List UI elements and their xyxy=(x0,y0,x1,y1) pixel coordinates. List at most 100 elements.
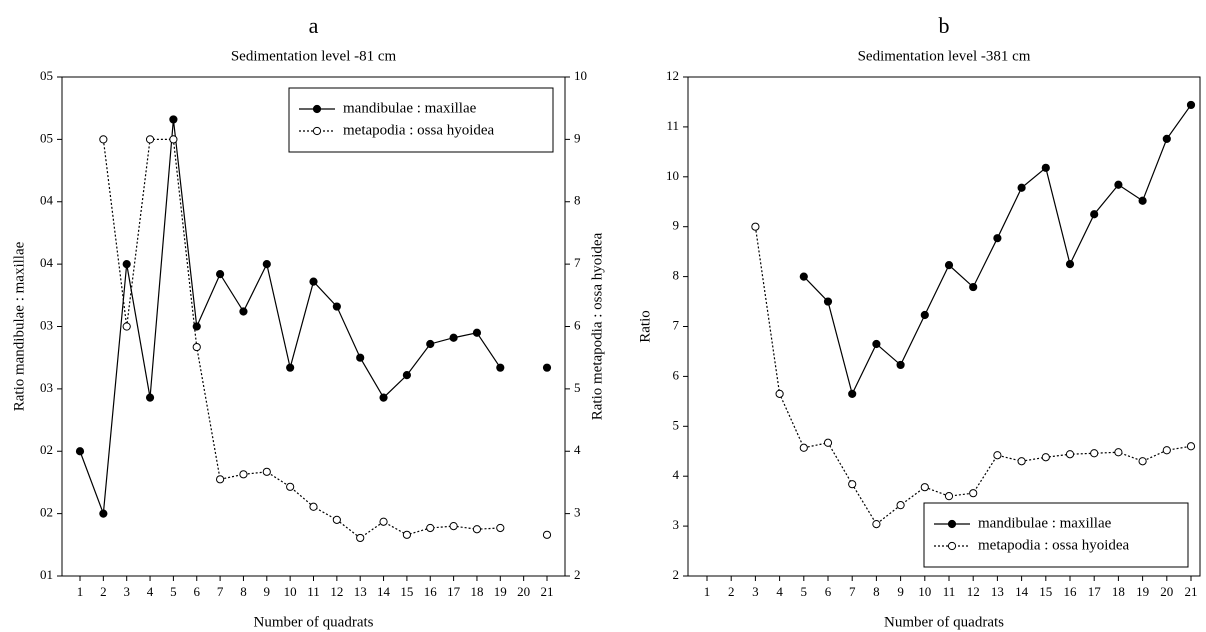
data-point xyxy=(1114,448,1123,457)
y-tick-label: 4 xyxy=(673,467,680,482)
data-point xyxy=(216,475,225,484)
chart-subtitle: Sedimentation level -81 cm xyxy=(231,48,397,64)
x-tick-label: 15 xyxy=(400,584,413,599)
x-tick-label: 9 xyxy=(264,584,271,599)
data-point xyxy=(1138,457,1147,466)
y2-tick-label: 6 xyxy=(574,317,581,332)
x-tick-label: 8 xyxy=(240,584,247,599)
y-axis-label: Ratio mandibulae : maxillae xyxy=(11,241,27,411)
data-point xyxy=(944,261,954,270)
data-point xyxy=(848,389,857,398)
data-point xyxy=(472,328,482,337)
x-tick-label: 3 xyxy=(123,584,130,599)
data-point xyxy=(239,470,248,479)
legend-marker xyxy=(947,519,957,529)
x-tick-label: 6 xyxy=(194,584,201,599)
y2-tick-label: 10 xyxy=(574,68,587,83)
y-axis-label: Ratio xyxy=(637,310,653,343)
chart-title: a xyxy=(309,13,319,38)
data-point xyxy=(799,443,808,452)
y-tick-label: 05 xyxy=(40,68,53,83)
data-point xyxy=(99,509,108,518)
x-tick-label: 21 xyxy=(1185,584,1198,599)
x-tick-label: 8 xyxy=(873,584,880,599)
data-point xyxy=(542,363,552,372)
legend-box xyxy=(923,502,1189,568)
x-tick-label: 18 xyxy=(1112,584,1125,599)
data-point xyxy=(1017,457,1026,466)
data-point xyxy=(496,363,505,372)
data-point xyxy=(920,483,929,492)
chart-subtitle: Sedimentation level -381 cm xyxy=(858,48,1031,64)
y-tick-label: 03 xyxy=(40,317,53,332)
y-tick-label: 02 xyxy=(40,505,53,520)
data-point xyxy=(896,501,905,510)
x-tick-label: 18 xyxy=(470,584,483,599)
y-tick-label: 05 xyxy=(40,130,53,145)
data-point xyxy=(309,502,318,511)
x-tick-label: 3 xyxy=(752,584,759,599)
x-tick-label: 17 xyxy=(1088,584,1102,599)
legend-box xyxy=(288,87,554,153)
x-tick-label: 17 xyxy=(447,584,461,599)
data-point xyxy=(122,260,131,269)
data-point xyxy=(1090,449,1099,458)
x-tick-label: 14 xyxy=(1015,584,1029,599)
y-tick-label: 7 xyxy=(673,317,680,332)
y2-tick-label: 2 xyxy=(574,567,581,582)
legend-label: mandibulae : maxillae xyxy=(343,100,477,116)
x-tick-label: 13 xyxy=(991,584,1004,599)
data-point xyxy=(1065,450,1075,459)
data-point xyxy=(332,302,341,311)
x-tick-label: 1 xyxy=(77,584,84,599)
y-tick-label: 9 xyxy=(673,218,680,233)
plot-frame xyxy=(687,76,1201,577)
data-point xyxy=(944,492,954,501)
data-point xyxy=(1114,180,1123,189)
y2-tick-label: 8 xyxy=(574,193,581,208)
y2-tick-label: 7 xyxy=(574,255,581,270)
data-point xyxy=(1162,134,1171,143)
data-point xyxy=(145,135,155,144)
x-axis-label: Number of quadrats xyxy=(884,614,1004,630)
data-point xyxy=(969,282,978,292)
data-point xyxy=(286,482,295,491)
data-point xyxy=(823,438,833,447)
x-tick-label: 5 xyxy=(170,584,177,599)
data-point xyxy=(309,277,318,286)
data-point xyxy=(896,360,905,370)
y-tick-label: 11 xyxy=(666,118,679,133)
data-point xyxy=(1090,210,1099,219)
legend-marker xyxy=(312,126,322,136)
y-tick-label: 5 xyxy=(673,417,680,432)
y-tick-label: 04 xyxy=(40,193,54,208)
x-tick-label: 15 xyxy=(1039,584,1052,599)
data-point xyxy=(775,389,784,398)
y-tick-label: 8 xyxy=(673,268,680,283)
data-point xyxy=(426,523,435,533)
y-tick-label: 03 xyxy=(40,380,53,395)
y-tick-label: 3 xyxy=(673,517,680,532)
data-point xyxy=(848,480,857,489)
x-tick-label: 9 xyxy=(897,584,904,599)
data-point xyxy=(993,234,1002,243)
data-point xyxy=(379,393,388,402)
x-tick-label: 4 xyxy=(776,584,783,599)
y2-axis-label: Ratio metapodia : ossa hyoidea xyxy=(589,232,605,420)
data-point xyxy=(75,447,85,456)
x-tick-label: 5 xyxy=(801,584,808,599)
data-point xyxy=(872,339,881,349)
x-tick-label: 2 xyxy=(100,584,107,599)
data-point xyxy=(426,339,435,349)
y-tick-label: 02 xyxy=(40,442,53,457)
x-tick-label: 13 xyxy=(354,584,367,599)
x-tick-label: 10 xyxy=(284,584,297,599)
series-line xyxy=(803,104,1192,396)
y2-tick-label: 4 xyxy=(574,442,581,457)
y2-tick-label: 3 xyxy=(574,505,581,520)
x-tick-label: 2 xyxy=(728,584,735,599)
series-line xyxy=(754,226,1192,525)
data-point xyxy=(192,342,201,352)
data-point xyxy=(262,260,271,269)
